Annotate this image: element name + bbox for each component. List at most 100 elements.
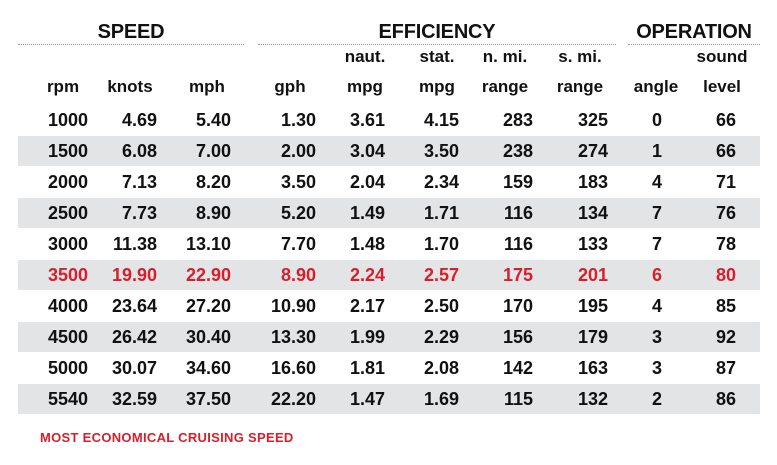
cell-nmi_range: 159: [502, 172, 533, 192]
table-row: 1000 4.69 5.40 1.30 3.61 4.15 283 325 0 66: [18, 105, 760, 135]
cell-nmi_range: 116: [503, 234, 533, 254]
cell-gph: 5.20: [280, 203, 316, 223]
column-header-naut_mpg-bottom: mpg: [347, 77, 383, 96]
cell-stat_mpg: 3.50: [423, 141, 459, 161]
cell-sound_level: 66: [715, 110, 736, 130]
cell-smi_range: 134: [577, 203, 608, 223]
cell-smi_range: 133: [577, 234, 608, 254]
cell-angle: 7: [651, 203, 662, 223]
cell-nmi_range: 116: [503, 203, 533, 223]
cell-sound_level: 78: [715, 234, 736, 254]
cell-gph: 7.70: [280, 234, 316, 254]
cell-rpm: 5540: [47, 389, 88, 409]
cell-gph: 1.30: [280, 110, 316, 130]
cell-mph: 30.40: [185, 327, 231, 347]
cell-naut_mpg: 1.49: [349, 203, 385, 223]
cell-gph: 13.30: [270, 327, 316, 347]
cell-gph: 2.00: [280, 141, 316, 161]
column-header-stat_mpg-top: stat.: [419, 47, 455, 66]
cell-stat_mpg: 1.69: [423, 389, 459, 409]
column-header-knots-bottom: knots: [107, 77, 153, 96]
cell-sound_level: 71: [715, 172, 736, 192]
cell-naut_mpg: 1.81: [349, 358, 385, 378]
cell-stat_mpg: 2.57: [423, 265, 459, 285]
group-header-operation: OPERATION: [628, 20, 760, 45]
cell-knots: 4.69: [121, 110, 157, 130]
column-header-gph-bottom: gph: [274, 77, 306, 96]
cell-sound_level: 80: [715, 265, 736, 285]
cell-angle: 4: [651, 172, 662, 192]
column-header-stat_mpg-bottom: mpg: [419, 77, 455, 96]
cell-sound_level: 86: [715, 389, 736, 409]
cell-stat_mpg: 1.71: [423, 203, 459, 223]
cell-knots: 7.73: [121, 203, 157, 223]
group-label-speed: SPEED: [97, 21, 165, 43]
group-label-efficiency: EFFICIENCY: [378, 21, 496, 43]
group-divider-speed: [18, 44, 244, 45]
cell-sound_level: 85: [715, 296, 736, 316]
column-header-nmi_range-bottom: range: [481, 77, 529, 96]
cell-naut_mpg: 2.24: [349, 265, 385, 285]
cell-gph: 16.60: [270, 358, 316, 378]
cell-smi_range: 132: [577, 389, 608, 409]
table-row: 5000 30.07 34.60 16.60 1.81 2.08 142 163 3 87: [18, 353, 760, 383]
cell-naut_mpg: 1.99: [349, 327, 385, 347]
cell-mph: 34.60: [185, 358, 231, 378]
cell-angle: 2: [651, 389, 662, 409]
group-divider-operation: [628, 44, 760, 45]
table-row: 2500 7.73 8.90 5.20 1.49 1.71 116 134 7 76: [18, 198, 760, 228]
cell-nmi_range: 175: [502, 265, 533, 285]
cell-smi_range: 201: [577, 265, 608, 285]
column-header-naut_mpg-top: naut.: [344, 47, 386, 66]
cell-mph: 7.00: [195, 141, 231, 161]
cell-stat_mpg: 2.29: [423, 327, 459, 347]
cell-mph: 5.40: [195, 110, 231, 130]
column-header-nmi_range-top: n. mi.: [482, 47, 528, 66]
cell-rpm: 3500: [47, 265, 88, 285]
cell-mph: 22.90: [185, 265, 231, 285]
cell-stat_mpg: 2.50: [423, 296, 459, 316]
cell-angle: 0: [651, 110, 662, 130]
cell-knots: 26.42: [111, 327, 157, 347]
cell-gph: 3.50: [280, 172, 316, 192]
cell-mph: 37.50: [185, 389, 231, 409]
cell-nmi_range: 115: [503, 389, 533, 409]
cell-mph: 8.90: [195, 203, 231, 223]
cell-angle: 4: [651, 296, 662, 316]
column-header-mph-bottom: mph: [189, 77, 225, 96]
cell-rpm: 1000: [47, 110, 88, 130]
group-label-operation: OPERATION: [636, 21, 752, 43]
cell-knots: 6.08: [121, 141, 157, 161]
column-header-smi_range-top: s. mi.: [558, 47, 602, 66]
cell-rpm: 5000: [47, 358, 88, 378]
column-header-sound_level-bottom: level: [703, 77, 741, 96]
cell-nmi_range: 170: [502, 296, 533, 316]
cell-stat_mpg: 4.15: [423, 110, 459, 130]
cell-gph: 8.90: [280, 265, 316, 285]
table-row: 1500 6.08 7.00 2.00 3.04 3.50 238 274 1 66: [18, 136, 760, 166]
cell-sound_level: 66: [715, 141, 736, 161]
cell-smi_range: 179: [577, 327, 608, 347]
column-header-smi_range-bottom: range: [556, 77, 604, 96]
group-divider-efficiency: [258, 44, 616, 45]
table-row: 4500 26.42 30.40 13.30 1.99 2.29 156 179 3 92: [18, 322, 760, 352]
cell-rpm: 2500: [47, 203, 88, 223]
cell-knots: 30.07: [111, 358, 157, 378]
cell-knots: 11.38: [112, 234, 157, 254]
cell-naut_mpg: 3.61: [349, 110, 385, 130]
cell-stat_mpg: 2.34: [423, 172, 459, 192]
cell-rpm: 2000: [47, 172, 88, 192]
cell-rpm: 4500: [47, 327, 88, 347]
cell-angle: 3: [651, 358, 662, 378]
cell-smi_range: 183: [577, 172, 608, 192]
cell-sound_level: 87: [715, 358, 736, 378]
cell-nmi_range: 142: [502, 358, 533, 378]
table-row: 5540 32.59 37.50 22.20 1.47 1.69 115 132 2 86: [18, 384, 760, 414]
cell-angle: 6: [651, 265, 662, 285]
cell-knots: 23.64: [111, 296, 157, 316]
table-row: 4000 23.64 27.20 10.90 2.17 2.50 170 195 4 85: [18, 291, 760, 321]
table-row: 3000 11.38 13.10 7.70 1.48 1.70 116 133 7 78: [18, 229, 760, 259]
group-header-speed: SPEED: [18, 20, 244, 45]
group-header-efficiency: EFFICIENCY: [258, 20, 616, 45]
